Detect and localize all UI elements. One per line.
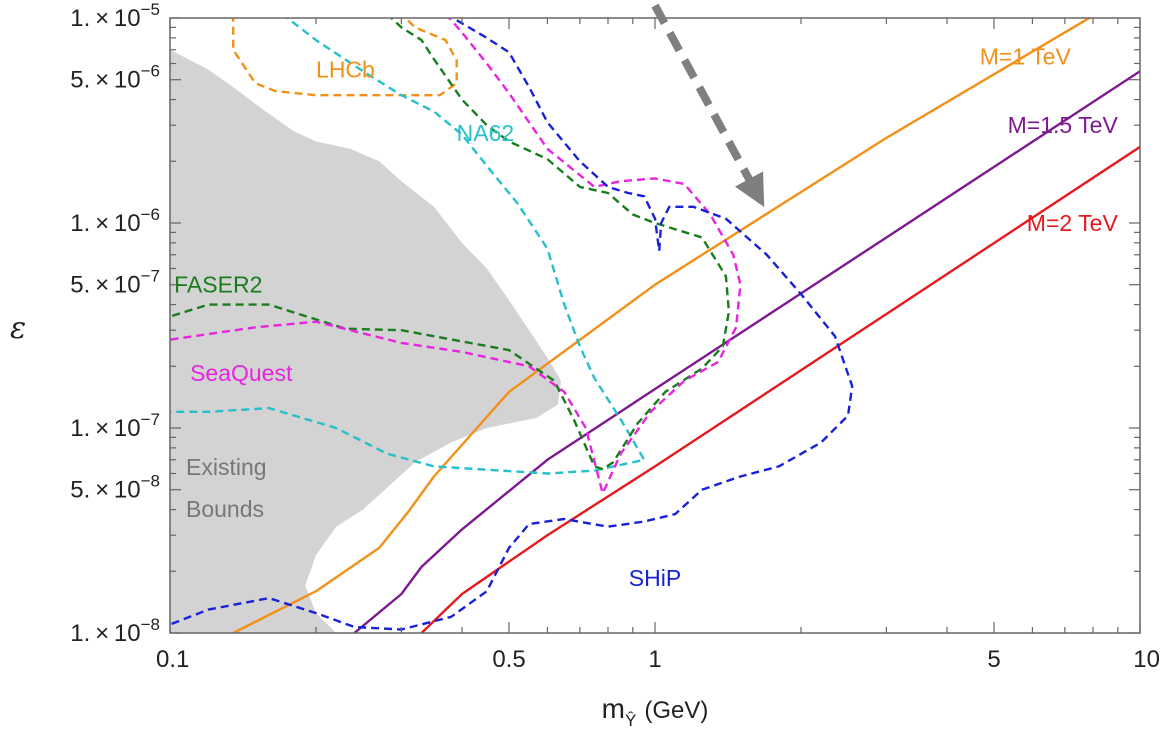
curve-m-1-tev: [232, 18, 1092, 633]
curve-m-1-5-tev: [353, 70, 1140, 633]
x-tick-label: 5: [987, 646, 1000, 673]
y-tick-labels: 1. × 10−85. × 10−81. × 10−75. × 10−71. ×…: [70, 0, 160, 647]
y-tick-mantissa: 5. × 10: [70, 67, 140, 94]
y-tick-mantissa: 1. × 10: [70, 620, 140, 647]
label-na62: NA62: [457, 120, 515, 146]
x-tick-label: 0.1: [156, 646, 189, 673]
x-axis-symbol: m: [602, 693, 625, 724]
y-axis-label: ε: [10, 311, 26, 346]
y-tick-mantissa: 1. × 10: [70, 5, 140, 32]
arrow-line: [651, 3, 765, 208]
label-m-2-tev: M=2 TeV: [1027, 210, 1119, 236]
x-tick-labels: 0.1 0.5 1 5 10: [156, 646, 1160, 673]
label-ship: SHiP: [629, 565, 681, 591]
y-tick-label: 1. × 10−6: [70, 205, 160, 237]
y-tick-exponent: −7: [141, 267, 160, 286]
y-tick-mantissa: 1. × 10: [70, 415, 140, 442]
curve-na62: [170, 18, 646, 475]
x-axis-label: mŶ (GeV): [602, 693, 709, 730]
x-axis-subscript: Ŷ: [625, 711, 636, 730]
y-tick-label: 1. × 10−5: [70, 0, 160, 32]
axis-ticks: [169, 17, 1141, 634]
y-tick-label: 5. × 10−6: [70, 62, 160, 94]
y-tick-exponent: −6: [141, 205, 160, 224]
y-tick-exponent: −5: [141, 0, 160, 19]
y-tick-label: 5. × 10−7: [70, 267, 160, 299]
curve-seaquest: [170, 18, 742, 495]
y-tick-exponent: −8: [141, 615, 160, 634]
label-lhcb: LHCb: [316, 57, 375, 83]
curve-labels: Existing Bounds LHCb NA62 FASER2 SeaQuest SHiP…: [174, 43, 1118, 591]
label-m-1-tev: M=1 TeV: [980, 43, 1072, 69]
y-tick-mantissa: 1. × 10: [70, 210, 140, 237]
y-tick-mantissa: 5. × 10: [70, 477, 140, 504]
label-m-1-5-tev: M=1.5 TeV: [1008, 112, 1119, 138]
y-tick-exponent: −6: [141, 62, 160, 81]
x-tick-label: 1: [648, 646, 661, 673]
existing-bounds-label: Existing Bounds: [186, 454, 267, 522]
label-seaquest: SeaQuest: [190, 360, 293, 386]
existing-bounds-label-line: Bounds: [186, 496, 264, 522]
y-tick-mantissa: 5. × 10: [70, 272, 140, 299]
x-tick-label: 10: [1133, 646, 1160, 673]
y-tick-exponent: −7: [141, 410, 160, 429]
y-tick-exponent: −8: [141, 472, 160, 491]
x-axis-unit: (GeV): [644, 697, 708, 724]
y-tick-label: 1. × 10−8: [70, 615, 160, 647]
label-faser2: FASER2: [174, 272, 262, 298]
y-tick-label: 5. × 10−8: [70, 472, 160, 504]
x-tick-label: 0.5: [492, 646, 525, 673]
curve-faser2: [170, 18, 731, 471]
curve-m-2-tev: [420, 145, 1140, 633]
plot-area: [170, 18, 1140, 633]
existing-bounds-region: [170, 49, 561, 633]
curve-lhcb: [232, 18, 458, 97]
existing-bounds-label-line: Existing: [186, 454, 267, 480]
annotation-arrow: [651, 3, 765, 208]
y-tick-label: 1. × 10−7: [70, 410, 160, 442]
